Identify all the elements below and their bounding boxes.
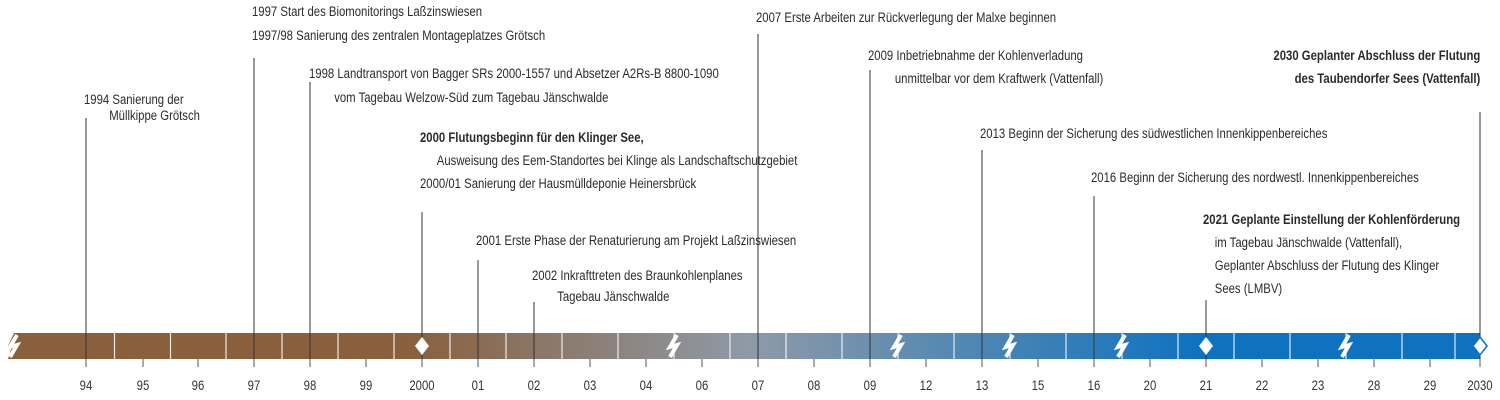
event-2030-line1: 2030 Geplanter Abschluss der Flutung — [1273, 48, 1480, 63]
tick-label: 95 — [136, 378, 150, 393]
tick-label: 21 — [1199, 378, 1213, 393]
milestone-diamond-icon — [1199, 337, 1213, 355]
event-2021-line1: 2021 Geplante Einstellung der Kohlenförd… — [1203, 212, 1461, 227]
event-1994: 1994 Sanierung der Müllkippe Grötsch — [84, 92, 200, 124]
event-2009-line2: unmittelbar vor dem Kraftwerk (Vattenfal… — [894, 71, 1104, 86]
event-1997-line2: 1997/98 Sanierung des zentralen Montagep… — [252, 28, 546, 43]
event-connectors — [85, 34, 1481, 359]
milestone-diamond-icon — [1472, 335, 1488, 357]
tick-label: 99 — [359, 378, 373, 393]
event-2001-line1: 2001 Erste Phase der Renaturierung am Pr… — [476, 233, 797, 248]
event-2009-line1: 2009 Inbetriebnahme der Kohlenverladung — [868, 48, 1084, 63]
event-1998-line1: 1998 Landtransport von Bagger SRs 2000-1… — [309, 66, 719, 81]
event-1994-line2: Müllkippe Grötsch — [109, 108, 200, 123]
tick-label: 07 — [751, 378, 765, 393]
tick-label: 01 — [471, 378, 485, 393]
tick-label: 2000 — [409, 378, 435, 393]
event-2021: 2021 Geplante Einstellung der Kohlenförd… — [1203, 212, 1460, 297]
tick-label: 29 — [1423, 378, 1437, 393]
tick-label: 16 — [1087, 378, 1101, 393]
event-2016-line1: 2016 Beginn der Sicherung des nordwestl.… — [1091, 170, 1419, 185]
tick-label: 04 — [639, 378, 653, 393]
event-2007: 2007 Erste Arbeiten zur Rückverlegung de… — [756, 10, 1056, 26]
tick-label: 94 — [79, 378, 93, 393]
event-2013-line1: 2013 Beginn der Sicherung des südwestlic… — [980, 126, 1328, 141]
tick-label: 22 — [1255, 378, 1269, 393]
tick-label: 08 — [807, 378, 821, 393]
event-2000: 2000 Flutungsbeginn für den Klinger See,… — [420, 130, 797, 192]
tick-marks — [85, 333, 1481, 367]
event-1998-line2: vom Tagebau Welzow-Süd zum Tagebau Jänsc… — [334, 90, 609, 105]
timeline-bar-body — [8, 333, 1480, 359]
tick-label: 2030 — [1467, 378, 1493, 393]
tick-label: 20 — [1143, 378, 1157, 393]
tick-label: 98 — [303, 378, 317, 393]
event-1997-line1: 1997 Start des Biomonitorings Laßzinswie… — [252, 4, 483, 19]
event-2021-line3: Geplanter Abschluss der Flutung des Klin… — [1214, 258, 1440, 273]
tick-label: 15 — [1031, 378, 1045, 393]
tick-label: 02 — [527, 378, 541, 393]
milestone-diamond-icon — [415, 337, 429, 355]
axis-break-icon — [5, 333, 22, 359]
tick-label: 09 — [863, 378, 877, 393]
event-2001: 2001 Erste Phase der Renaturierung am Pr… — [476, 233, 796, 249]
event-2016: 2016 Beginn der Sicherung des nordwestl.… — [1091, 170, 1419, 186]
tick-label: 03 — [583, 378, 597, 393]
event-2002: 2002 Inkrafttreten des Braunkohlenplanes… — [532, 268, 743, 305]
tick-label: 12 — [919, 378, 933, 393]
timeline-bar — [5, 333, 1480, 359]
event-2000-line3: 2000/01 Sanierung der Hausmülldeponie He… — [420, 176, 697, 191]
event-2002-line1: 2002 Inkrafttreten des Braunkohlenplanes — [532, 268, 743, 283]
event-2030: 2030 Geplanter Abschluss der Flutung des… — [1273, 48, 1480, 87]
event-2000-line2: Ausweisung des Eem-Standortes bei Klinge… — [436, 153, 798, 168]
event-1997: 1997 Start des Biomonitorings Laßzinswie… — [252, 4, 545, 44]
event-2021-line2: im Tagebau Jänschwalde (Vattenfall), — [1214, 235, 1403, 250]
event-2009: 2009 Inbetriebnahme der Kohlenverladung … — [868, 48, 1103, 87]
event-1998: 1998 Landtransport von Bagger SRs 2000-1… — [309, 66, 719, 106]
event-2007-line1: 2007 Erste Arbeiten zur Rückverlegung de… — [756, 10, 1057, 25]
event-1994-line1: 1994 Sanierung der — [84, 92, 184, 107]
tick-label: 28 — [1367, 378, 1381, 393]
event-2021-line4: Sees (LMBV) — [1214, 281, 1283, 296]
tick-label: 06 — [695, 378, 709, 393]
event-2002-line2: Tagebau Jänschwalde — [557, 289, 670, 304]
milestone-markers — [415, 335, 1488, 357]
event-2030-line2: des Taubendorfer Sees (Vattenfall) — [1294, 71, 1480, 86]
event-2013: 2013 Beginn der Sicherung des südwestlic… — [980, 126, 1327, 142]
event-2000-line1: 2000 Flutungsbeginn für den Klinger See, — [420, 130, 644, 145]
tick-label: 97 — [247, 378, 261, 393]
tick-label: 96 — [191, 378, 205, 393]
tick-label: 13 — [975, 378, 989, 393]
tick-label: 23 — [1311, 378, 1325, 393]
